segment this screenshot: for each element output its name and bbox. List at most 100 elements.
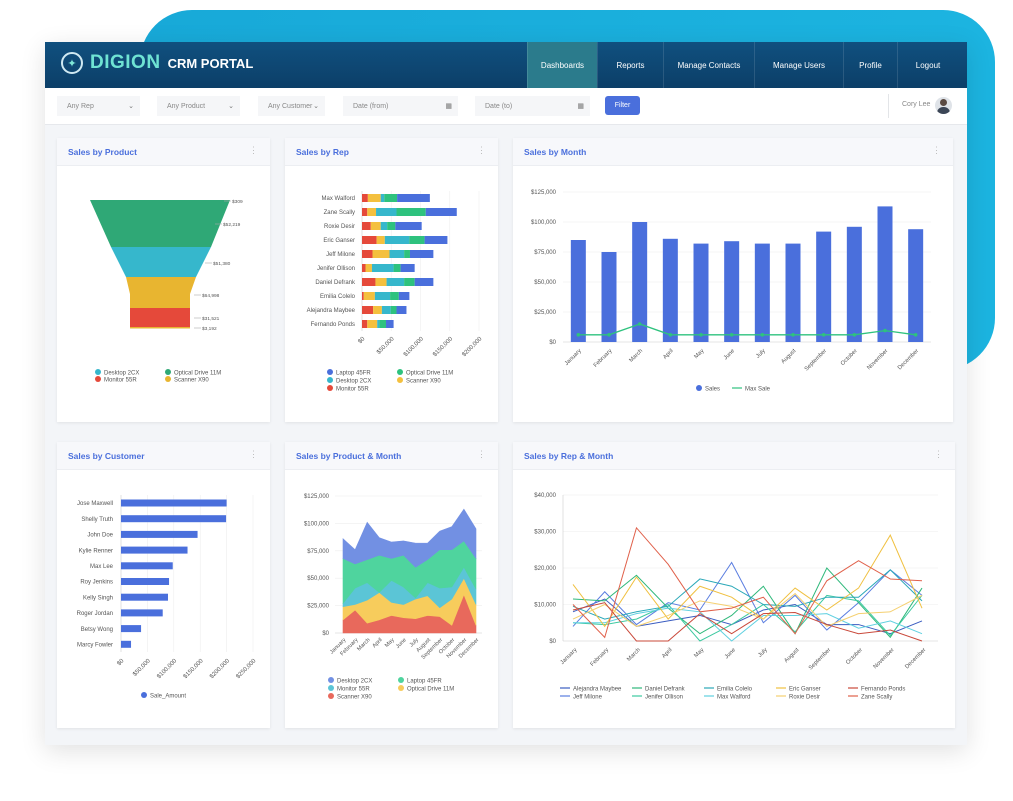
bar [785,243,801,342]
y-category-label: Emilia Colelo [320,294,356,300]
bar [908,229,924,342]
x-month-label: March [356,637,371,652]
x-month-label: August [783,647,800,664]
x-month-label: September [804,348,828,372]
filter-button[interactable]: Filter [605,96,640,115]
legend-label: Max Sale [745,386,771,392]
y-category-label: Roger Jordan [77,611,113,617]
rep-select-value: Any Rep [67,102,94,110]
bar [121,609,163,617]
bar-segment [371,264,394,272]
line-series [572,598,923,635]
bar-segment [409,236,425,244]
nav-reports[interactable]: Reports [597,42,663,88]
nav-manage-users[interactable]: Manage Users [754,42,843,88]
calendar-icon[interactable]: ▦ [577,103,584,110]
legend-marker [397,377,403,383]
bar [121,578,170,585]
legend-marker [696,385,702,391]
card-title: Sales by Rep [296,147,349,157]
bar-segment [370,222,381,230]
line-series [572,534,923,628]
y-category-label: Jenifer Ollison [317,266,355,272]
legend-label: Desktop 2CX [104,370,139,376]
x-month-label: January [564,348,583,367]
card-sales-by-product: Sales by Product ⋮ $309 $52,219 $51,380 $64,… [57,138,270,422]
chevron-down-icon: ⌄ [228,103,234,110]
x-tick-label: $100,000 [403,336,425,358]
line-series [572,594,923,642]
bar-segment [367,320,378,328]
nav-manage-contacts[interactable]: Manage Contacts [663,42,754,88]
avatar[interactable] [935,97,952,114]
x-month-label: July [409,637,420,648]
more-options-icon[interactable]: ⋮ [477,449,486,459]
bar [877,206,893,342]
bar-segment [424,236,448,244]
calendar-icon[interactable]: ▦ [445,103,452,110]
customer-select[interactable]: Any Customer ⌄ [258,96,325,116]
nav-profile[interactable]: Profile [843,42,897,88]
legend-label: Alejandra Maybee [573,686,622,692]
funnel-segment [111,247,211,277]
rep-select[interactable]: Any Rep ⌄ [57,96,140,116]
y-tick-label: $0 [549,639,556,645]
user-name[interactable]: Cory Lee [902,101,931,108]
more-options-icon[interactable]: ⋮ [249,145,258,155]
y-tick-label: $25,000 [307,604,329,610]
more-options-icon[interactable]: ⋮ [477,145,486,155]
bar-segment [367,194,381,202]
x-month-label: November [873,647,896,670]
max-sale-point [699,333,703,337]
more-options-icon[interactable]: ⋮ [932,145,941,155]
bar [121,593,168,601]
date-to-input[interactable]: Date (to) ▦ [475,96,590,116]
max-sale-point [760,333,765,337]
horizontal-bar-chart: $0 $50,000 $100,000 $150,000 $200,000 $250,00… [77,495,258,699]
line-series [572,561,923,631]
more-options-icon[interactable]: ⋮ [934,449,943,459]
x-month-label: April [661,647,673,659]
bar-segment [409,250,434,258]
product-select[interactable]: Any Product ⌄ [157,96,240,116]
card-sales-by-rep: Sales by Rep ⋮ $0 $50,000 $100,000 $150,000 $… [285,138,498,422]
line-series [572,569,923,620]
bar-segment [393,264,401,272]
y-tick-label: $25,000 [534,310,556,316]
bar-segment [390,292,399,300]
legend-marker [327,385,333,391]
legend-label: Sale_Amount [150,693,186,699]
logo[interactable]: ✦ DIGION CRM PORTAL [61,52,253,74]
max-sale-point [668,333,673,337]
max-sale-point [883,328,887,333]
bar-segment [425,208,457,216]
bar-segment [386,278,405,286]
max-sale-point [729,333,734,337]
brand-name: DIGION [90,52,161,73]
nav-logout[interactable]: Logout [897,42,958,88]
y-tick-label: $40,000 [534,493,556,499]
bar-segment [373,306,382,314]
card-title: Sales by Customer [68,451,145,461]
legend-label: Jenifer Ollison [645,694,683,700]
legend-label: Roxie Desir [789,694,820,700]
x-month-label: September [808,647,832,671]
x-month-label: November [866,348,889,371]
more-options-icon[interactable]: ⋮ [249,449,258,459]
x-month-label: June [395,637,408,650]
funnel-segment [130,308,190,327]
bar [121,562,173,570]
line-chart: $0 $10,000 $20,000 $30,000 $40,000 January Feb… [534,493,938,700]
y-tick-label: $30,000 [534,530,556,536]
date-from-input[interactable]: Date (from) ▦ [343,96,458,116]
y-tick-label: $10,000 [534,603,556,609]
bar [601,252,617,342]
legend-label: Emilia Colelo [717,686,753,692]
y-category-label: Roy Jenkins [80,580,113,586]
bar [121,530,198,538]
nav-dashboards[interactable]: Dashboards [527,42,597,88]
legend-marker [327,377,333,383]
compass-icon: ✦ [61,52,83,74]
legend-label: Optical Drive 11M [407,686,454,692]
legend-marker [165,376,171,382]
